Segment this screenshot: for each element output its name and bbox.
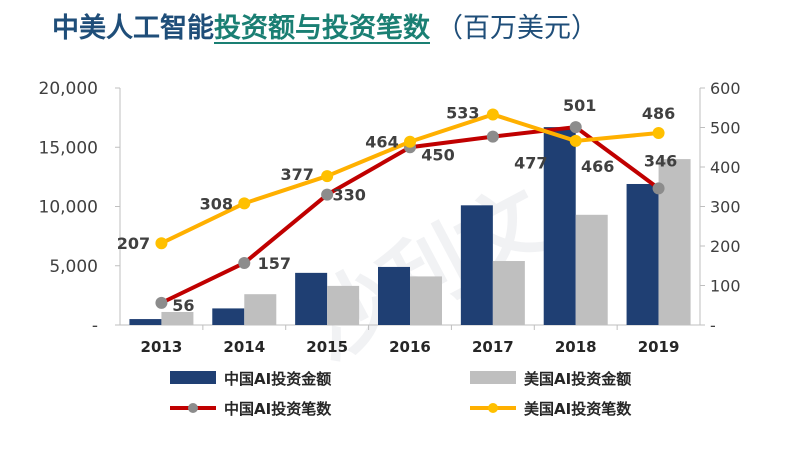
- x-tick-label: 2019: [638, 338, 680, 356]
- y-left-tick-label: 20,000: [39, 79, 98, 99]
- legend-label-中国AI投资金额: 中国AI投资金额: [224, 370, 331, 388]
- bar-美国AI投资金额: [658, 159, 691, 325]
- bar-美国AI投资金额: [492, 261, 525, 325]
- legend-label-美国AI投资金额: 美国AI投资金额: [524, 370, 631, 388]
- bar-中国AI投资金额: [129, 319, 162, 325]
- data-label-美国AI投资笔数: 466: [581, 157, 614, 176]
- data-label-美国AI投资笔数: 533: [446, 103, 479, 122]
- x-tick-label: 2018: [555, 338, 597, 356]
- point-美国AI投资笔数: [569, 134, 582, 147]
- legend-label-中国AI投资笔数: 中国AI投资笔数: [224, 400, 332, 418]
- y-left-tick-label: 15,000: [39, 138, 98, 158]
- bar-美国AI投资金额: [410, 276, 442, 325]
- bar-美国AI投资金额: [327, 285, 360, 325]
- x-tick-label: 2013: [141, 338, 183, 356]
- data-label-中国AI投资笔数: 450: [421, 145, 454, 164]
- y-right-tick-label: 400: [710, 158, 741, 177]
- bar-美国AI投资金额: [161, 311, 194, 325]
- point-中国AI投资笔数: [321, 188, 334, 201]
- y-left-tick-label: 10,000: [39, 198, 98, 218]
- data-label-中国AI投资笔数: 56: [172, 296, 194, 315]
- point-美国AI投资笔数: [238, 197, 251, 210]
- title-unit: （百万美元）: [436, 13, 598, 44]
- bar-中国AI投资金额: [626, 183, 659, 325]
- x-tick-label: 2014: [223, 338, 265, 356]
- legend-swatch-中国AI投资金额: [170, 371, 216, 384]
- bar-美国AI投资金额: [575, 214, 608, 325]
- y-right-tick-label: 500: [710, 119, 741, 138]
- point-美国AI投资笔数: [404, 135, 416, 148]
- chart-title: 中美人工智能投资额与投资笔数 （百万美元）: [52, 6, 598, 52]
- x-tick-label: 2015: [306, 338, 348, 356]
- y-left-tick-label: 5,000: [49, 257, 98, 277]
- point-中国AI投资笔数: [652, 182, 665, 195]
- data-label-中国AI投资笔数: 157: [258, 254, 291, 273]
- bar-美国AI投资金额: [244, 294, 277, 325]
- y-right-tick-label: 200: [710, 237, 741, 256]
- y-left-tick-label: -: [92, 316, 98, 336]
- y-right-tick-label: -: [710, 316, 716, 335]
- data-label-美国AI投资笔数: 207: [117, 234, 150, 253]
- data-label-中国AI投资笔数: 501: [563, 96, 596, 115]
- bar-中国AI投资金额: [212, 308, 245, 325]
- data-label-中国AI投资笔数: 330: [332, 186, 365, 205]
- point-中国AI投资笔数: [155, 296, 168, 309]
- data-label-美国AI投资笔数: 486: [642, 104, 675, 123]
- point-中国AI投资笔数: [569, 121, 582, 134]
- point-美国AI投资笔数: [321, 170, 334, 183]
- bar-中国AI投资金额: [543, 127, 576, 325]
- legend-swatch-美国AI投资金额: [470, 371, 516, 384]
- y-right-tick-label: 100: [710, 277, 741, 296]
- bar-中国AI投资金额: [460, 205, 493, 325]
- data-label-美国AI投资笔数: 377: [280, 165, 313, 184]
- y-right-tick-label: 300: [710, 198, 741, 217]
- y-right-tick-label: 600: [710, 79, 741, 98]
- legend-marker-中国AI投资笔数: [188, 403, 198, 413]
- x-tick-label: 2016: [389, 338, 431, 356]
- title-part1: 中美人工智能: [52, 13, 214, 44]
- point-美国AI投资笔数: [486, 108, 499, 121]
- data-label-中国AI投资笔数: 346: [644, 151, 677, 170]
- legend-marker-美国AI投资笔数: [488, 403, 498, 413]
- point-美国AI投资笔数: [155, 237, 168, 250]
- bar-中国AI投资金额: [295, 272, 328, 325]
- title-highlight: 投资额与投资笔数: [214, 13, 430, 44]
- legend-label-美国AI投资笔数: 美国AI投资笔数: [524, 400, 632, 418]
- x-tick-label: 2017: [472, 338, 514, 356]
- point-美国AI投资笔数: [652, 127, 665, 140]
- bar-中国AI投资金额: [378, 266, 410, 325]
- point-中国AI投资笔数: [238, 256, 251, 269]
- data-label-中国AI投资笔数: 477: [514, 154, 547, 173]
- data-label-美国AI投资笔数: 308: [200, 194, 233, 213]
- data-label-美国AI投资笔数: 464: [365, 133, 398, 152]
- point-中国AI投资笔数: [486, 130, 499, 143]
